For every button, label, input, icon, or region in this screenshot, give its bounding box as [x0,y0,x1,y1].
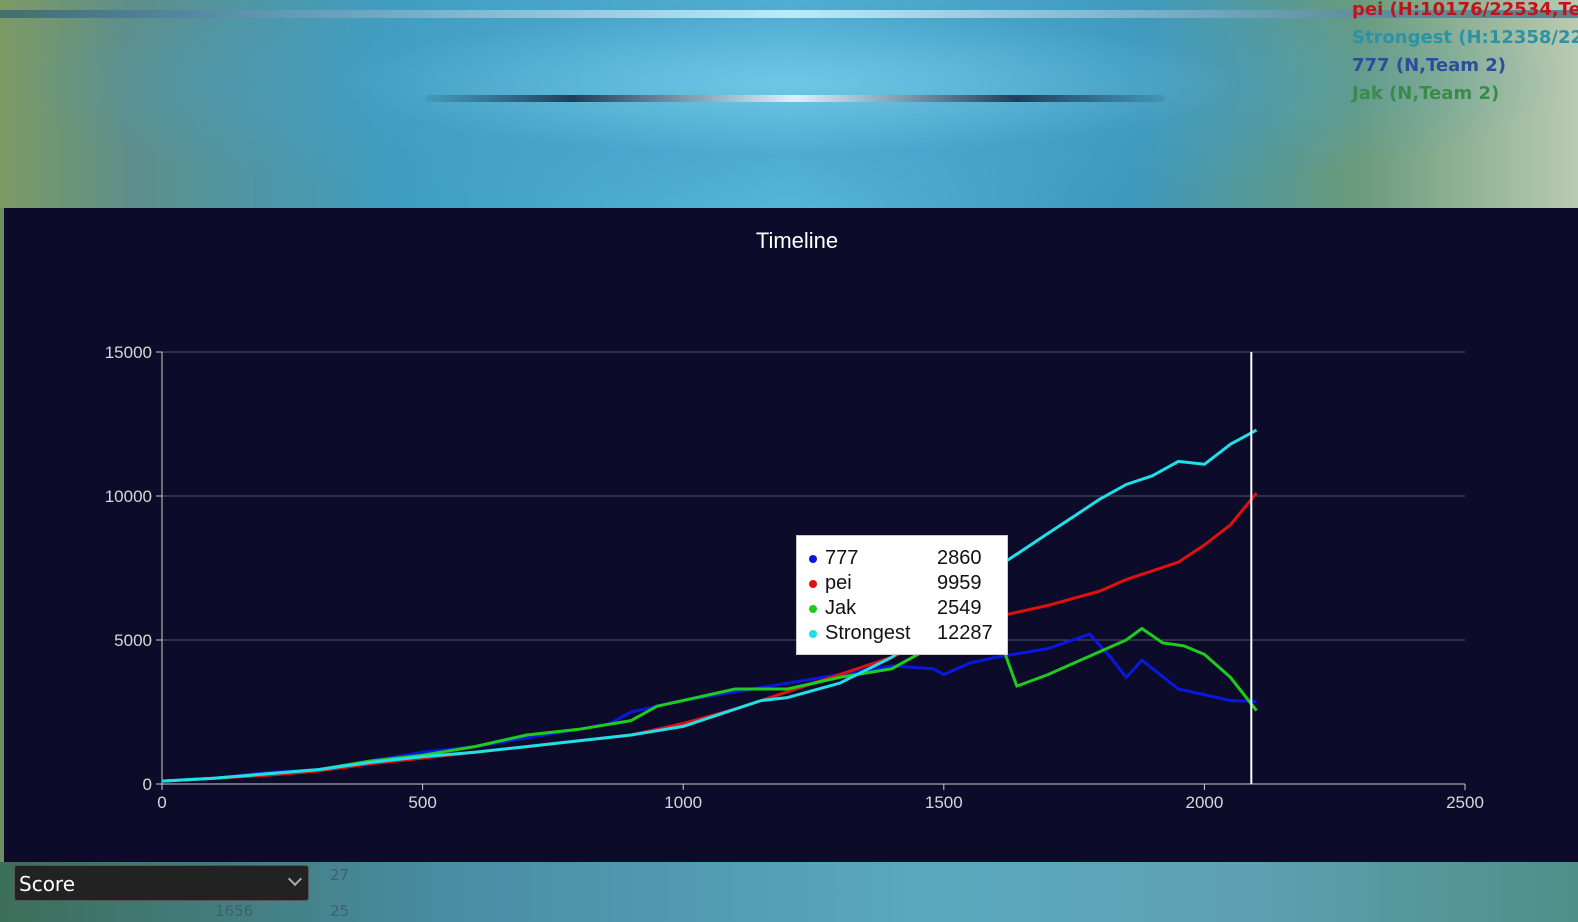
timeline-chart-panel: Timeline 0 5000 10000 15000 0 500 1000 1500 2000… [4,208,1578,862]
player-label-strongest: Strongest (H:12358/22534 [1352,27,1578,48]
y-tick-label: 5000 [114,631,152,650]
x-tick-label: 1000 [664,793,702,812]
metric-select-value: Score [19,872,76,896]
tooltip-series-value: 2549 [937,597,982,619]
chevron-down-icon [287,871,303,887]
x-tick-label: 500 [408,793,436,812]
top-hud-strip [0,10,1578,18]
series-line-jak [161,624,1258,783]
tooltip-row: Jak 2549 [809,596,1007,621]
x-tick-label: 2500 [1446,793,1484,812]
series-dot-icon [809,629,817,638]
tooltip-row: Strongest 12287 [809,621,1007,646]
hud-number: 27 [330,866,350,884]
player-label-pei: pei (H:10176/22534,Team [1352,0,1578,20]
y-tick-label: 15000 [105,343,152,362]
y-tick-label: 0 [143,775,152,794]
tooltip-series-name: pei [825,572,852,594]
tooltip-series-value: 12287 [937,622,993,644]
chart-title: Timeline [756,228,838,253]
metric-select[interactable]: Score [14,865,309,901]
tooltip-series-value: 9959 [937,572,982,594]
series-dot-icon [809,579,817,588]
game-view-background [0,0,1578,208]
y-tick-label: 10000 [105,487,152,506]
hud-number: 25 [330,902,350,920]
tooltip-series-value: 2860 [937,547,982,569]
player-status-list: pei (H:10176/22534,Team Strongest (H:123… [1348,0,1578,108]
x-tick-label: 2000 [1185,793,1223,812]
chart-tooltip: 777 2860 pei 9959 Jak 2549 Strongest 122… [796,535,1008,655]
tooltip-series-name: Jak [825,597,857,619]
tooltip-series-name: Strongest [825,622,911,644]
x-tick-label: 1500 [925,793,963,812]
series-line-strongest [161,428,1258,783]
x-tick-label: 0 [157,793,166,812]
series-dot-icon [809,554,817,563]
hud-number: 1656 [215,902,254,920]
tooltip-series-name: 777 [825,547,859,569]
tooltip-row: 777 2860 [809,546,1007,571]
center-progress-bar [425,95,1165,102]
timeline-chart: Timeline 0 5000 10000 15000 0 500 1000 1500 2000… [105,228,1484,812]
player-label-777: 777 (N,Team 2) [1352,55,1506,76]
tooltip-row: pei 9959 [809,571,1007,596]
series-dot-icon [809,604,817,613]
player-label-jak: Jak (N,Team 2) [1352,83,1500,104]
